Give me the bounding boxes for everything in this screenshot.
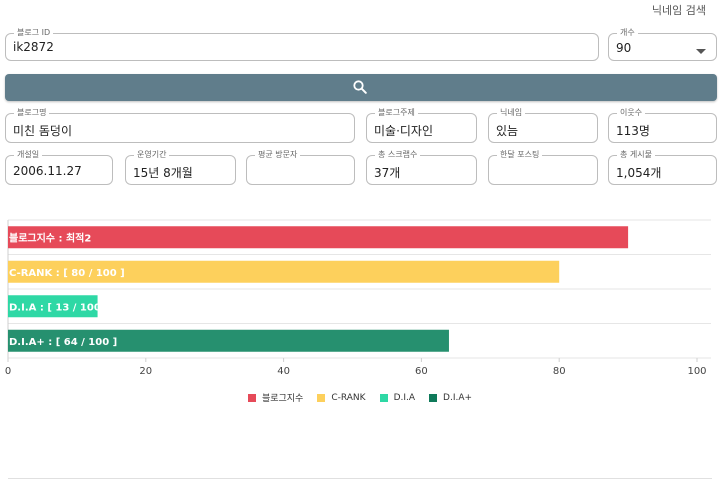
legend-item[interactable]: D.I.A: [379, 391, 416, 404]
blog-name-field: 블로그명 미친 돔덩이: [5, 108, 355, 143]
x-tick-label: 60: [415, 366, 428, 377]
search-icon: [353, 80, 367, 94]
nickname-field: 닉네임 있늠: [488, 108, 598, 143]
blog-name-label: 블로그명: [14, 108, 50, 118]
scraps-field: 총 스크랩수 37개: [366, 150, 477, 185]
neighbors-field: 이웃수 113명: [608, 108, 717, 143]
blog-topic-label: 블로그주제: [375, 108, 418, 118]
bar-블로그지수: [8, 226, 629, 249]
period-value: 15년 8개월: [133, 166, 193, 180]
legend-item[interactable]: 블로그지수: [247, 391, 304, 404]
blog-topic-value: 미술·디자인: [374, 124, 434, 138]
period-field: 운영기간 15년 8개월: [125, 150, 236, 185]
avg-visitors-field: 평균 방문자: [246, 150, 355, 185]
monthly-posts-label: 한달 포스팅: [497, 150, 543, 160]
legend-swatch: [317, 393, 326, 402]
total-posts-label: 총 게시물: [617, 150, 655, 160]
legend-swatch: [429, 393, 438, 402]
chevron-down-icon: [696, 49, 706, 54]
period-label: 운영기간: [134, 150, 170, 160]
neighbors-label: 이웃수: [617, 108, 646, 118]
chart-legend: 블로그지수 C-RANK D.I.A D.I.A+: [0, 391, 720, 404]
count-value: 90: [616, 41, 632, 55]
x-tick-label: 0: [5, 366, 11, 377]
total-posts-value: 1,054개: [616, 166, 662, 180]
footer-divider: [8, 478, 712, 479]
x-tick-label: 20: [139, 366, 152, 377]
x-tick-label: 40: [277, 366, 290, 377]
search-button[interactable]: [5, 74, 717, 101]
avg-visitors-label: 평균 방문자: [255, 150, 301, 160]
total-posts-field: 총 게시물 1,054개: [608, 150, 717, 185]
opened-date-value: 2006.11.27: [13, 164, 82, 178]
legend-label: D.I.A: [393, 392, 416, 403]
opened-date-label: 개설일: [14, 150, 43, 160]
opened-date-field: 개설일 2006.11.27: [5, 150, 113, 185]
scraps-value: 37개: [374, 166, 401, 180]
bar-C-RANK: [8, 260, 560, 283]
bar-label: D.I.A : [ 13 / 100 ]: [9, 302, 109, 313]
legend-item[interactable]: C-RANK: [317, 391, 366, 404]
blog-id-input[interactable]: [13, 40, 565, 54]
blog-id-label: 블로그 ID: [14, 28, 54, 38]
legend-label: D.I.A+: [443, 392, 473, 403]
scraps-label: 총 스크랩수: [375, 150, 421, 160]
nickname-label: 닉네임: [497, 108, 526, 118]
blog-index-chart: 0 20 40 60 80 100 블로그지수 : 최적2 C-RANK : [ 80 / 1…: [5, 219, 711, 377]
blog-id-field[interactable]: 블로그 ID: [5, 28, 599, 61]
bar-label: 블로그지수 : 최적2: [9, 231, 91, 244]
nickname-search-link[interactable]: 닉네임 검색: [651, 4, 706, 17]
legend-swatch: [379, 393, 388, 402]
x-tick-label: 80: [553, 366, 566, 377]
neighbors-value: 113명: [616, 124, 650, 138]
bar-label: C-RANK : [ 80 / 100 ]: [9, 268, 125, 279]
count-select[interactable]: 개수 90: [608, 28, 717, 61]
legend-item[interactable]: D.I.A+: [429, 391, 472, 404]
blog-topic-field: 블로그주제 미술·디자인: [366, 108, 477, 143]
legend-swatch: [247, 393, 256, 402]
bar-D.I.A+: [8, 329, 449, 352]
count-label: 개수: [617, 28, 638, 38]
x-tick-label: 100: [687, 366, 706, 377]
nickname-value: 있늠: [496, 124, 519, 138]
monthly-posts-field: 한달 포스팅: [488, 150, 598, 185]
legend-label: C-RANK: [331, 392, 366, 403]
legend-label: 블로그지수: [261, 394, 304, 404]
blog-name-value: 미친 돔덩이: [13, 124, 73, 138]
bar-label: D.I.A+ : [ 64 / 100 ]: [9, 337, 117, 348]
bar-D.I.A: [8, 295, 98, 318]
